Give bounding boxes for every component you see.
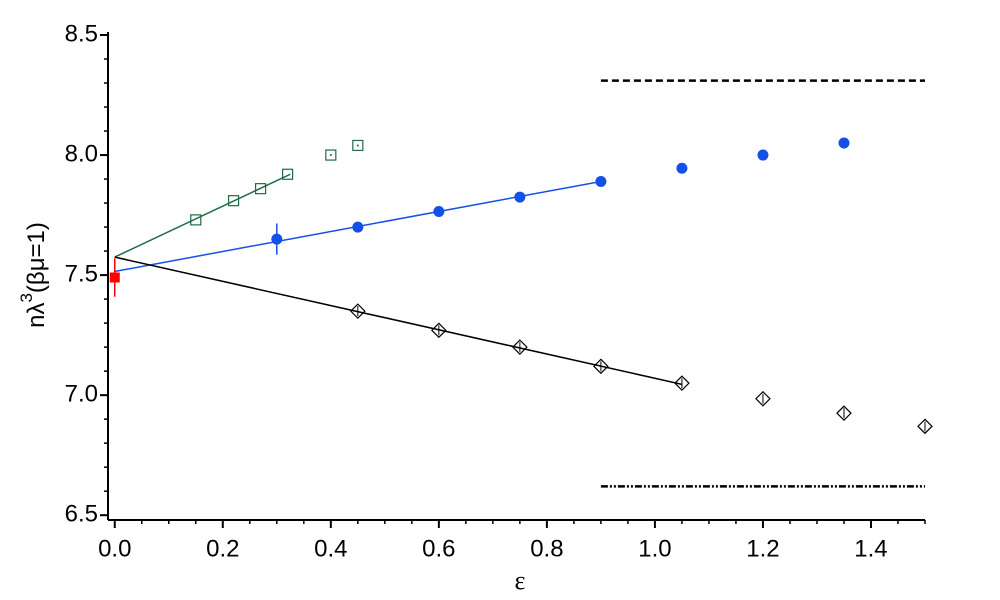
y-axis-label: nλ3(βμ=1) xyxy=(17,222,50,328)
point xyxy=(352,139,364,152)
point-dot xyxy=(356,144,359,147)
x-tick-label: 0.6 xyxy=(422,535,455,562)
x-tick-label: 1.2 xyxy=(746,535,779,562)
point xyxy=(595,175,607,187)
x-tick-label: 0.0 xyxy=(98,535,131,562)
point xyxy=(431,322,447,339)
y-tick-label: 7.5 xyxy=(65,260,98,287)
point xyxy=(836,405,852,422)
point xyxy=(838,137,850,149)
point xyxy=(514,191,526,203)
x-tick-label: 1.0 xyxy=(638,535,671,562)
y-label-base: nλ xyxy=(23,303,50,328)
line-solid xyxy=(114,256,683,386)
point xyxy=(755,390,771,407)
point xyxy=(190,214,202,226)
point xyxy=(433,205,445,217)
x-tick-label: 0.8 xyxy=(530,535,563,562)
point xyxy=(349,303,366,319)
point xyxy=(593,358,609,375)
x-tick-label: 0.4 xyxy=(314,535,347,562)
x-axis-label: ε xyxy=(515,566,526,595)
point-dot xyxy=(329,154,332,157)
y-tick-label: 6.5 xyxy=(65,501,98,528)
point xyxy=(109,272,120,283)
point xyxy=(674,375,690,391)
point xyxy=(676,162,688,174)
point xyxy=(512,339,528,355)
y-tick-label: 7.0 xyxy=(65,380,98,407)
point xyxy=(271,233,283,245)
y-tick-label: 8.5 xyxy=(65,20,98,47)
y-label-sup: 3 xyxy=(17,293,36,302)
x-tick-label: 0.2 xyxy=(206,535,239,562)
point xyxy=(282,168,294,180)
y-label-rest: (βμ=1) xyxy=(23,222,50,293)
line-solid xyxy=(114,173,291,258)
y-tick-label: 8.0 xyxy=(65,140,98,167)
point xyxy=(757,149,769,161)
point xyxy=(325,149,337,161)
point xyxy=(352,221,364,233)
point xyxy=(227,195,240,207)
x-tick-label: 1.4 xyxy=(854,535,887,562)
point xyxy=(917,418,933,435)
point xyxy=(254,183,267,195)
